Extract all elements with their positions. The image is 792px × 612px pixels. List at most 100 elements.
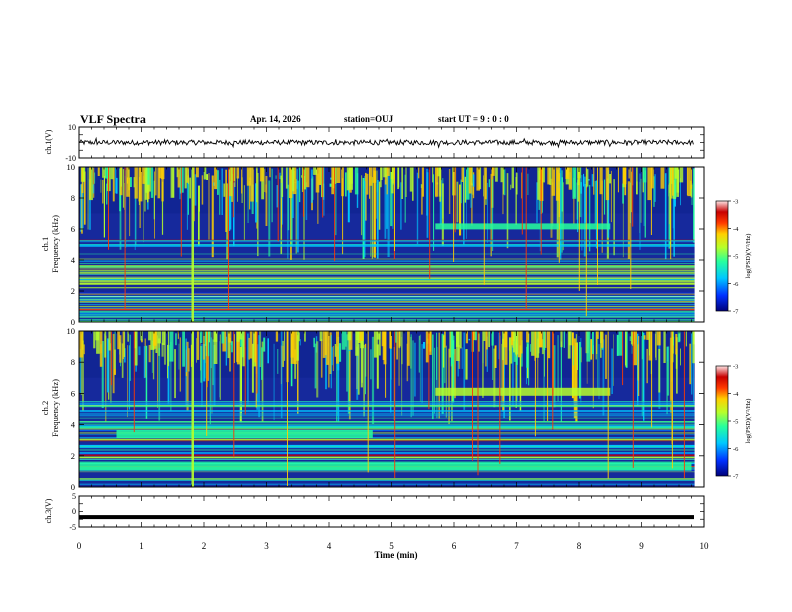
spec2-emission-band [435,387,611,396]
spec1-narrowband-line [79,283,695,285]
spec2-sferic [105,335,107,422]
spec1-hf-haze [231,167,233,202]
spec1-sferic [607,170,610,238]
spec2-sferic [82,340,84,411]
spec1-streak [277,167,279,242]
spec1-narrowband-line [79,296,695,297]
spec2-sferic [346,334,348,392]
spec2-hf-haze [127,331,129,342]
spec1-sferic [119,168,122,250]
spec2-sferic [363,344,365,417]
spec1-sferic [521,172,522,199]
spec2-hf-haze [633,331,637,366]
spec1-hf-haze [142,167,146,184]
spec1-hf-haze [369,167,373,186]
spec1-sferic [550,178,553,238]
spec1-sferic [421,184,423,215]
spec2-hf-haze [134,331,137,349]
spec2-hf-haze [535,331,540,358]
spec1-sferic [588,184,591,252]
spec1-narrowband-line [79,263,695,264]
spec2-hf-haze [655,331,657,361]
spec2-narrowband-line [79,427,695,429]
cb1ticks-label: -4 [733,226,739,233]
spec1-narrowband-line [79,279,695,281]
spec1-sferic [390,171,393,227]
spec2-hf-haze [396,331,398,360]
spec1-streak [540,167,542,255]
spec2-sferic [330,335,332,389]
spec2-sferic [336,345,338,422]
spec1-streak [139,167,141,228]
spec2-sferic [151,341,153,373]
spec1-hf-haze [622,167,626,180]
spec1-hf-haze [89,167,93,201]
spec2-sferic [680,348,681,366]
spec1-hf-haze [110,167,114,180]
spec2-hf-haze [169,331,174,362]
spec2-sferic [412,340,414,416]
spec2-sferic [83,344,85,355]
ch2-colorbar-gradient [715,365,729,477]
spec1-hf-haze [391,167,394,194]
spec1-sferic [330,177,332,180]
cb2ticks-label: -5 [733,419,738,426]
spec1-sferic [653,176,655,207]
ch2-spectrogram-ylabel-channel: ch.2 [40,401,50,415]
spec1-hf-haze [313,167,317,175]
spec1-hf-haze [203,167,207,180]
spec2-sferic [170,341,172,412]
spec1-sferic [392,181,394,229]
spec2-sferic [423,342,426,349]
spec1-sferic [441,183,444,246]
spec2-hf-haze [407,331,410,366]
spec1-sferic [295,179,297,254]
spec1-sferic [347,170,350,223]
spec1-hf-haze [439,167,442,202]
spec1-sferic [487,182,488,243]
spec2-hf-haze [597,331,599,339]
spec1-hf-haze [405,167,407,197]
spec2-hf-haze [472,331,477,341]
spec2-sferic [200,346,203,383]
spec2-sferic [453,349,456,399]
spec2-hf-haze [547,331,551,359]
spec1-hf-haze [292,167,297,195]
spec2-sferic [101,341,104,408]
spec2-hf-haze [648,331,653,361]
spec1-sferic [439,180,442,225]
spec1-sferic [122,169,125,208]
spec2-streak [683,331,685,479]
spec2-sferic [530,344,531,352]
spec2-sferic [646,348,648,384]
spec1-sferic [433,174,435,251]
spec2-sferic [421,344,423,404]
spec2-hf-haze [596,331,598,354]
spec2-sferic [203,344,206,382]
time-tick-label: 9 [639,541,644,551]
spec2-hf-haze [455,331,460,347]
spec2-sferic [611,348,613,394]
spec1-streak [394,167,395,251]
spec1-hf-haze [624,167,627,196]
spec1-sferic [310,169,313,203]
spec1-streak [108,167,109,250]
spec2-sferic [325,332,327,390]
spec1-sferic [373,170,376,258]
spec1-hf-haze [466,167,470,200]
spec2-sferic [158,347,161,421]
spec1-sferic [134,183,136,250]
spec2-hf-haze [601,331,604,348]
spec1-sferic [363,180,366,257]
ch3-ytick-top: 5 [72,492,76,501]
spec2-sferic [432,334,434,420]
spec2-hf-haze [444,331,446,348]
spec1-narrowband-line [79,273,695,275]
spec1-hf-haze [605,167,610,201]
spec1-hf-haze [551,167,556,196]
spec2-sferic [200,332,201,371]
spec1-sferic [361,175,363,236]
spec1-sferic [366,173,369,195]
spec1-streak [429,167,431,279]
spec2-sferic [693,332,694,405]
